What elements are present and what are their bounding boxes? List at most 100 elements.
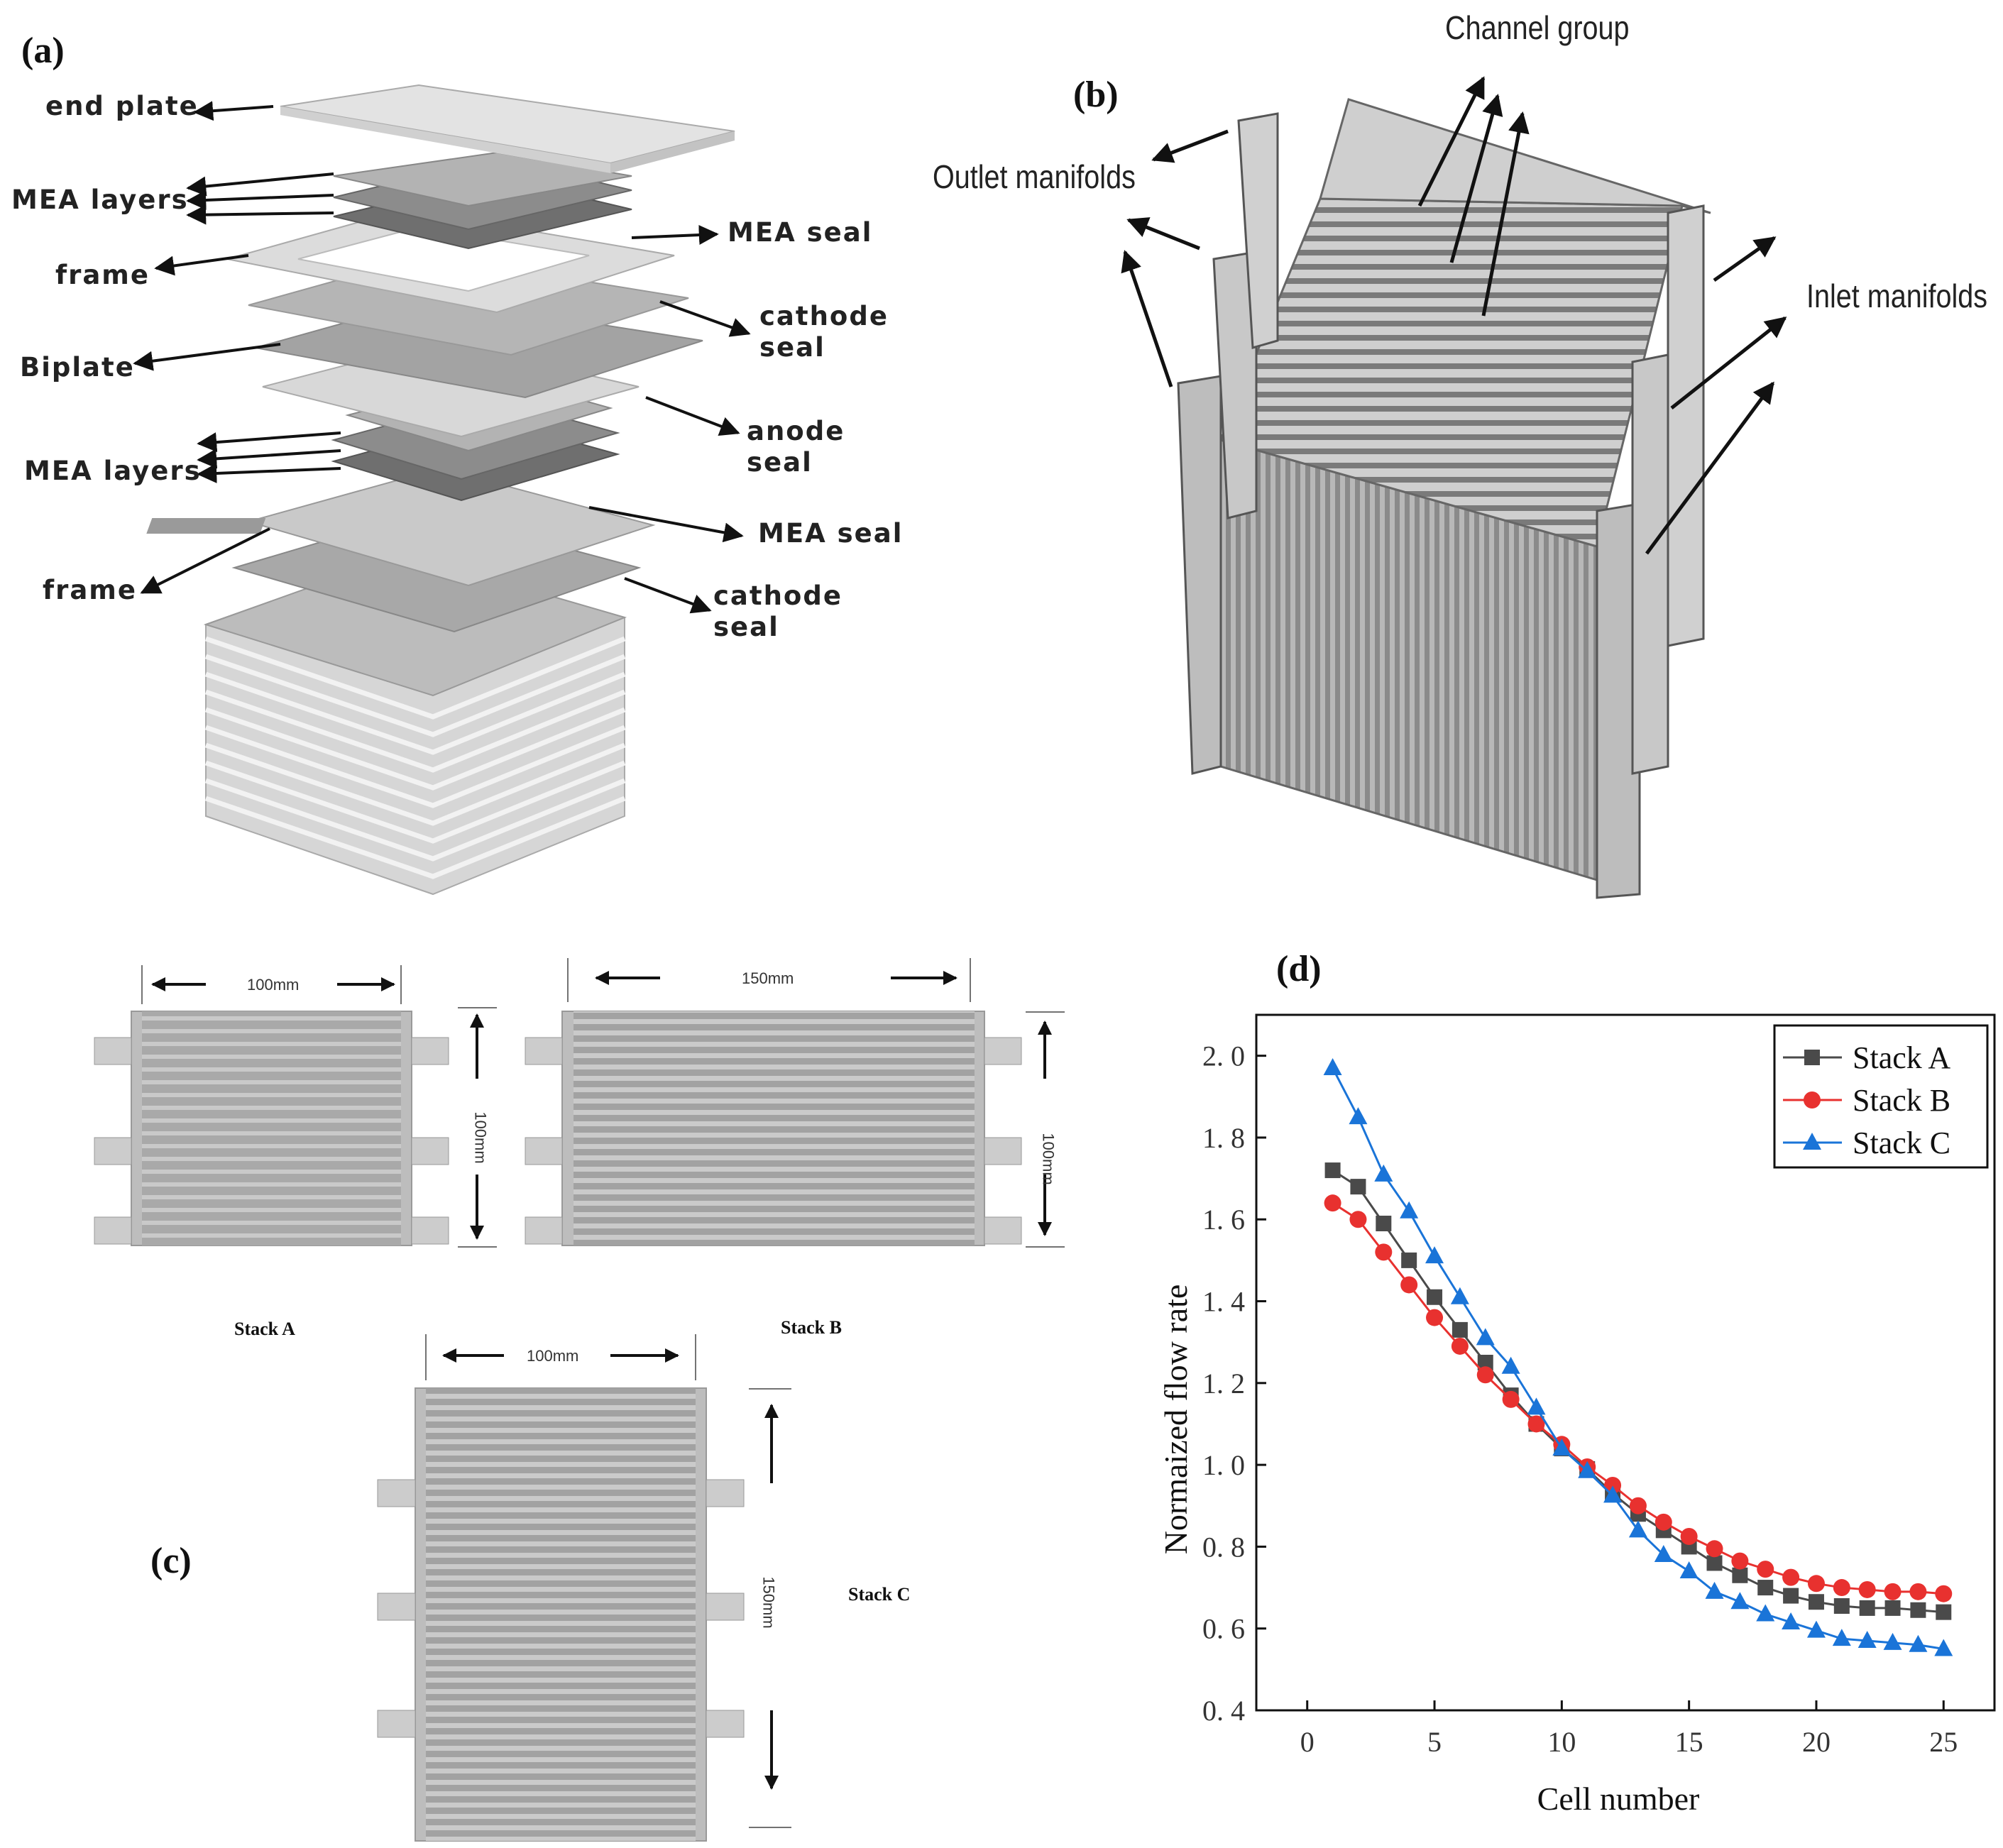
legend-marker	[1804, 1050, 1820, 1065]
data-point	[1706, 1540, 1723, 1558]
data-point	[1807, 1575, 1825, 1593]
stack-geometry-drawings	[94, 958, 1065, 1842]
label-biplate: Biplate	[20, 352, 135, 383]
label-cathode-seal-top: cathode seal	[759, 301, 889, 363]
flow-rate-chart: 0 5 10 15 20 25 0. 4 0. 6 0. 8 1. 0 1. 2 1. 4 1. 6 1…	[1158, 1013, 1996, 1817]
arrow-mea-bottom-3	[197, 463, 341, 483]
chart-series	[1323, 1057, 1953, 1656]
data-point	[1782, 1568, 1800, 1586]
data-point	[1705, 1581, 1724, 1599]
inlet-manifold-3	[1667, 204, 1705, 647]
label-mea-seal-top: MEA seal	[728, 217, 873, 248]
data-point	[1425, 1246, 1444, 1264]
data-point	[1806, 1620, 1826, 1638]
data-point	[1427, 1289, 1443, 1305]
y-tick-label: 0. 6	[1202, 1613, 1245, 1645]
data-point	[1936, 1604, 1952, 1620]
data-point	[1833, 1579, 1850, 1597]
y-tick-label: 1. 6	[1202, 1204, 1245, 1236]
inlet-manifold-1	[1596, 502, 1641, 899]
data-point	[1783, 1588, 1799, 1604]
exploded-stack-illustration	[133, 84, 751, 896]
x-tick-label: 5	[1427, 1726, 1442, 1758]
data-point	[1578, 1461, 1597, 1478]
y-tick-label: 0. 4	[1202, 1695, 1245, 1727]
x-axis-label: Cell number	[1537, 1781, 1700, 1817]
data-point	[1884, 1583, 1902, 1600]
data-point	[1323, 1057, 1342, 1075]
y-tick-label: 0. 8	[1202, 1531, 1245, 1563]
data-point	[1552, 1439, 1571, 1456]
stack-c-width-label: 100mm	[527, 1347, 579, 1365]
data-point	[1730, 1592, 1750, 1610]
arrow-frame-top	[154, 254, 249, 276]
data-point	[1527, 1415, 1545, 1433]
data-point	[1376, 1216, 1392, 1231]
data-point	[1629, 1497, 1647, 1514]
arrow-outlet-2	[1126, 217, 1200, 251]
y-tick-label: 1. 8	[1202, 1122, 1245, 1154]
arrow-outlet-3	[1121, 250, 1173, 387]
data-point	[1884, 1600, 1901, 1616]
series-stack-c	[1323, 1057, 1953, 1656]
legend-label: Stack B	[1853, 1083, 1950, 1118]
label-cathode-seal-bottom: cathode seal	[713, 581, 843, 642]
data-point	[1654, 1513, 1672, 1531]
arrow-mea-top-2	[186, 190, 334, 211]
y-ticks: 0. 4 0. 6 0. 8 1. 0 1. 2 1. 4 1. 6 1. 8 2. 0	[1202, 1040, 1266, 1727]
stack-a-drawing	[94, 965, 497, 1248]
data-point	[1501, 1356, 1520, 1374]
data-point	[1400, 1201, 1419, 1219]
series-stack-b	[1324, 1194, 1953, 1602]
series-stack-a	[1324, 1162, 1952, 1620]
arrow-cathode-seal-top	[659, 300, 751, 337]
data-point	[1401, 1252, 1417, 1268]
arrow-inlet-2	[1670, 317, 1787, 409]
data-point	[1782, 1612, 1801, 1630]
x-ticks: 0 5 10 15 20 25	[1300, 1700, 1958, 1758]
data-point	[1706, 1555, 1723, 1571]
data-point	[1400, 1276, 1418, 1294]
x-tick-label: 20	[1802, 1726, 1831, 1758]
data-point	[1679, 1561, 1699, 1578]
data-point	[1324, 1162, 1341, 1179]
data-point	[1883, 1632, 1902, 1650]
label-inlet-manifolds: Inlet manifolds	[1806, 277, 1988, 314]
data-point	[1857, 1631, 1877, 1648]
data-point	[1527, 1397, 1546, 1415]
y-tick-label: 2. 0	[1202, 1040, 1245, 1072]
data-point	[1732, 1567, 1748, 1583]
label-outlet-manifolds: Outlet manifolds	[933, 158, 1136, 195]
stack-a-width-label: 100mm	[247, 976, 300, 994]
data-point	[1909, 1634, 1928, 1652]
stack-c-height-label: 150mm	[759, 1576, 778, 1629]
data-point	[1756, 1604, 1775, 1622]
stack-b-height-label: 100mm	[1039, 1133, 1058, 1185]
panel-c-label: (c)	[150, 1541, 192, 1581]
x-tick-label: 0	[1300, 1726, 1315, 1758]
stack-a-height-label: 100mm	[471, 1111, 490, 1164]
label-mea-seal-bottom: MEA seal	[758, 518, 904, 549]
arrow-mea-seal-top	[631, 225, 719, 246]
arrow-mea-top-3	[186, 204, 334, 225]
x-tick-label: 25	[1929, 1726, 1958, 1758]
data-point	[1426, 1309, 1444, 1326]
label-mea-layers-top: MEA layers	[11, 185, 189, 215]
arrow-inlet-3	[1645, 381, 1775, 555]
data-point	[1603, 1485, 1623, 1503]
data-point	[1680, 1528, 1698, 1545]
data-point	[1628, 1520, 1647, 1538]
data-point	[1476, 1328, 1495, 1346]
data-point	[1375, 1243, 1393, 1261]
data-point	[1757, 1561, 1774, 1578]
outlet-manifold-3	[1237, 112, 1279, 349]
inlet-manifold-2	[1631, 353, 1669, 775]
arrow-biplate	[133, 343, 281, 371]
stack-a-name: Stack A	[234, 1319, 295, 1339]
y-tick-label: 1. 0	[1202, 1449, 1245, 1481]
arrow-frame-bottom	[140, 527, 270, 594]
arrow-mea-top-1	[186, 172, 334, 197]
panel-a-label: (a)	[21, 31, 65, 71]
panel-b-label: (b)	[1073, 75, 1119, 115]
legend-label: Stack A	[1853, 1040, 1950, 1075]
